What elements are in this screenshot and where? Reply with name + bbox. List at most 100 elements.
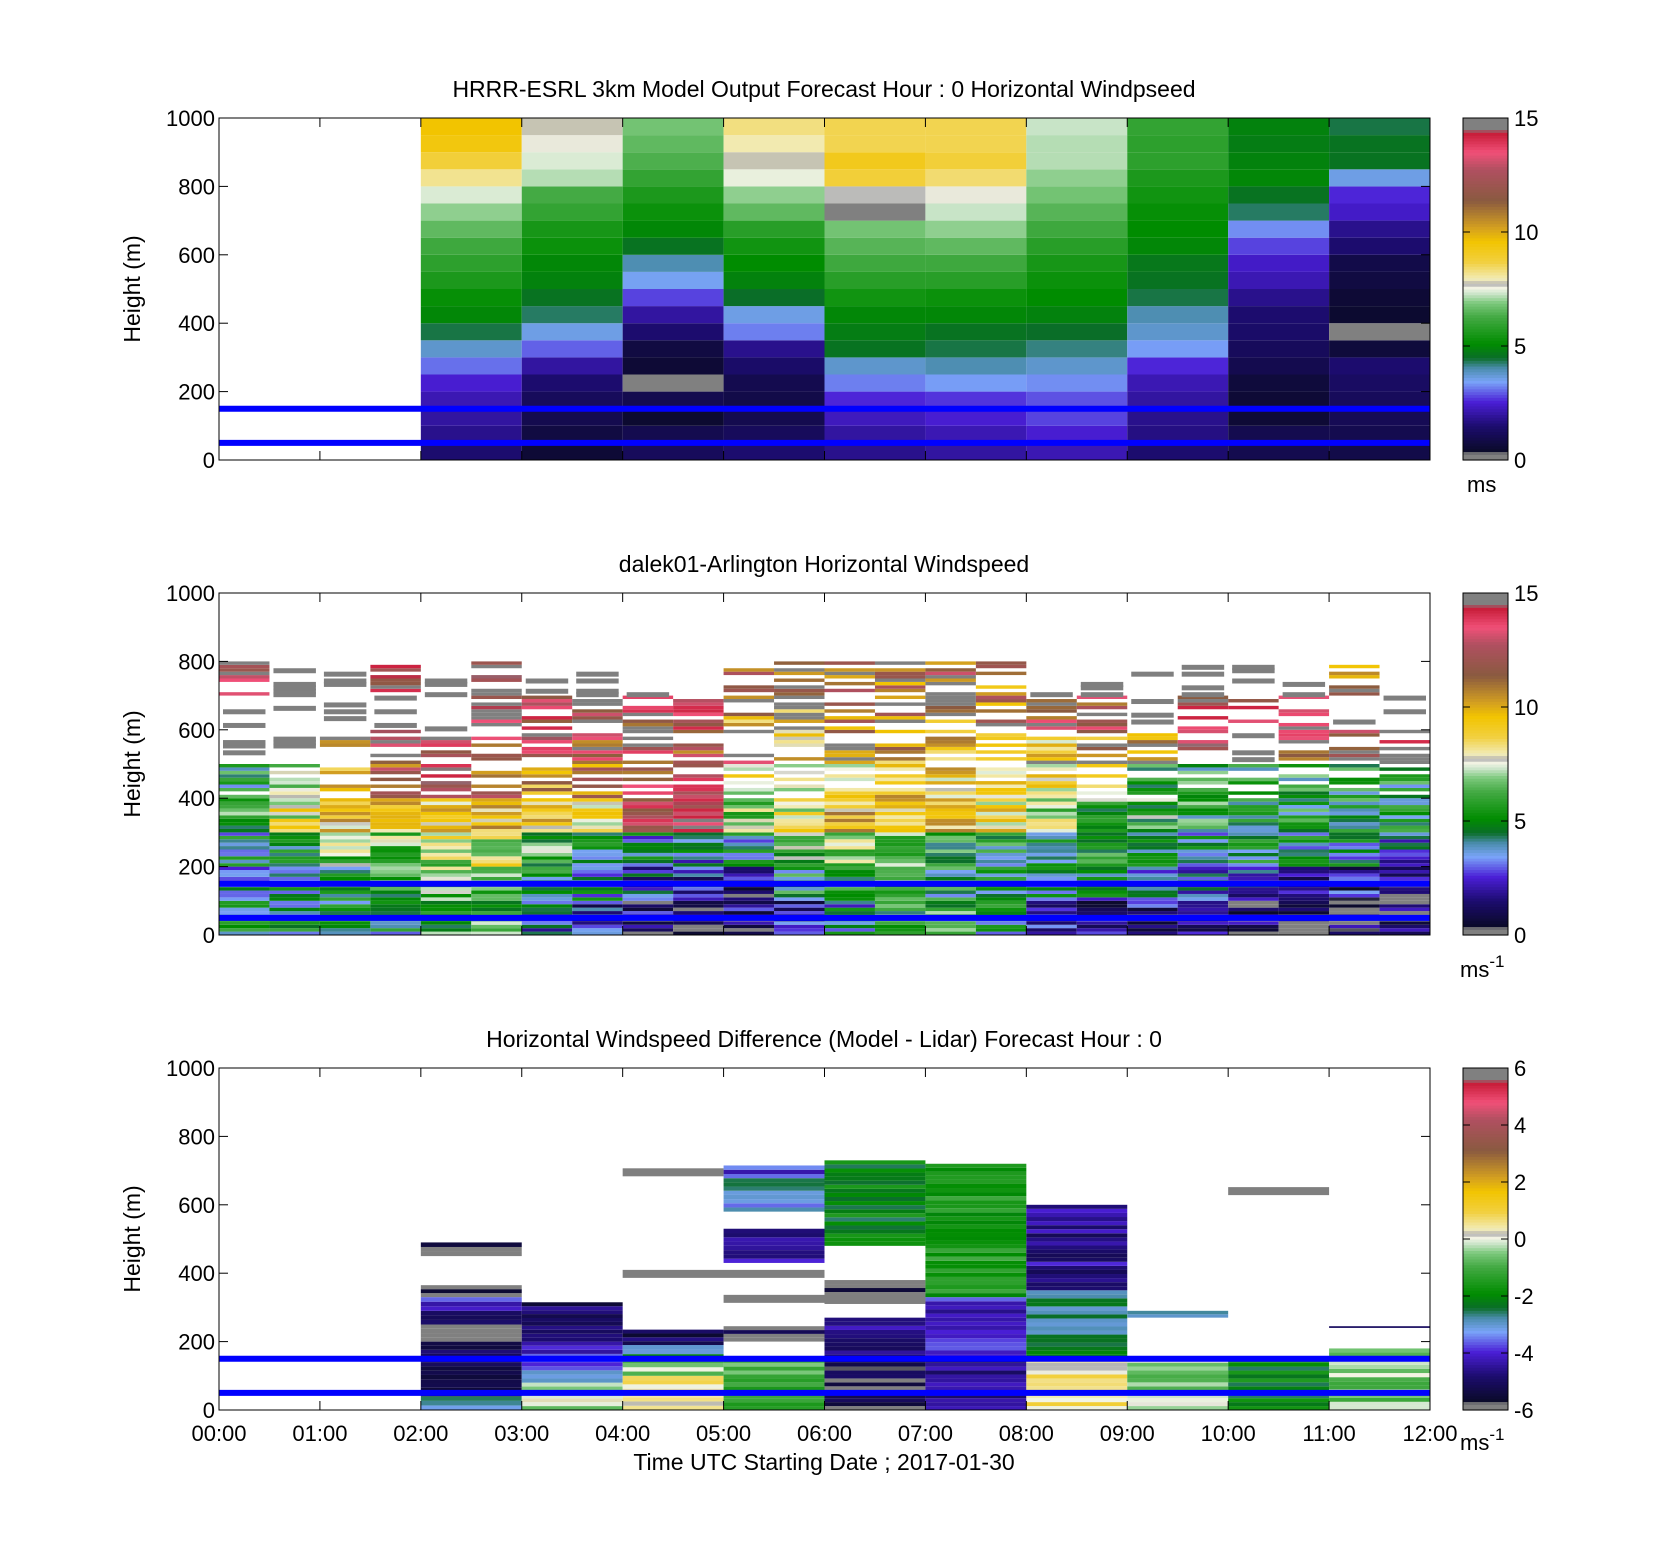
colorbar-swatch xyxy=(1463,1087,1508,1092)
colorbar-swatch xyxy=(1463,692,1508,697)
model-cell xyxy=(925,135,1027,153)
colorbar-swatch xyxy=(1463,1085,1508,1089)
colorbar-swatch xyxy=(1463,1162,1508,1166)
colorbar-swatch xyxy=(1463,271,1508,276)
colorbar-swatch xyxy=(1463,280,1508,284)
colorbar-swatch xyxy=(1463,701,1508,705)
lidar-cell xyxy=(1228,846,1279,850)
lidar-cell xyxy=(622,863,674,867)
colorbar-tick-label: 0 xyxy=(1514,448,1526,473)
lidar-cell xyxy=(1278,876,1330,881)
difference-cell xyxy=(723,1337,825,1342)
lidar-cell xyxy=(319,770,371,775)
difference-cell xyxy=(723,1370,825,1375)
lidar-cell xyxy=(1329,890,1380,894)
x-tick-label: 08:00 xyxy=(999,1421,1054,1446)
difference-cell xyxy=(1026,1398,1128,1403)
difference-cell xyxy=(622,1362,724,1368)
model-cell xyxy=(925,186,1027,204)
lidar-cell xyxy=(521,825,573,829)
model-cell xyxy=(1329,203,1430,221)
lidar-cell xyxy=(723,791,775,795)
model-cell xyxy=(824,203,926,221)
lidar-cell xyxy=(622,805,674,809)
lidar-cell xyxy=(1228,852,1279,857)
difference-cell xyxy=(1329,1401,1430,1406)
lidar-cell xyxy=(1232,757,1275,763)
lidar-cell xyxy=(723,781,775,785)
lidar-cell xyxy=(1329,832,1380,836)
lidar-cell xyxy=(673,699,724,703)
lidar-cell xyxy=(525,678,569,684)
colorbar-swatch xyxy=(1463,135,1508,139)
lidar-cell xyxy=(370,835,421,840)
lidar-cell xyxy=(219,863,270,867)
lidar-cell xyxy=(521,774,573,778)
lidar-cell xyxy=(370,839,421,843)
lidar-cell xyxy=(1278,798,1330,802)
model-cell xyxy=(1329,425,1430,443)
model-cell xyxy=(925,237,1027,255)
difference-cell xyxy=(1127,1374,1229,1379)
lidar-cell xyxy=(572,791,623,795)
model-cell xyxy=(1228,186,1330,204)
lidar-cell xyxy=(319,825,371,829)
y-tick-label: 600 xyxy=(178,1193,215,1218)
lidar-cell xyxy=(219,873,270,877)
model-cell xyxy=(723,323,825,341)
lidar-cell xyxy=(1228,893,1279,898)
lidar-cell xyxy=(370,852,421,857)
colorbar-swatch xyxy=(1463,917,1508,922)
model-cell xyxy=(1329,254,1430,272)
lidar-cell xyxy=(521,859,573,864)
lidar-cell xyxy=(723,808,775,812)
lidar-cell xyxy=(925,695,976,700)
difference-cell xyxy=(925,1183,1027,1189)
model-cell xyxy=(723,442,825,460)
lidar-cell xyxy=(219,890,270,894)
difference-cell xyxy=(1026,1382,1128,1387)
difference-cell xyxy=(1228,1394,1330,1399)
model-cell xyxy=(723,306,825,324)
model-cell xyxy=(420,254,522,272)
lidar-cell xyxy=(774,668,825,672)
lidar-cell xyxy=(1329,852,1380,857)
difference-cell xyxy=(1026,1326,1128,1331)
colorbar-swatch xyxy=(1463,371,1508,376)
colorbar-swatch xyxy=(1463,1333,1508,1337)
lidar-cell xyxy=(370,668,421,672)
difference-cell xyxy=(925,1285,1027,1290)
lidar-cell xyxy=(975,893,1027,898)
lidar-cell xyxy=(370,870,421,874)
lidar-cell xyxy=(1329,931,1380,935)
lidar-cell xyxy=(1329,873,1380,877)
lidar-cell xyxy=(925,818,976,823)
colorbar-swatch xyxy=(1463,655,1508,660)
lidar-cell xyxy=(1379,849,1430,853)
lidar-cell xyxy=(723,818,775,823)
difference-cell xyxy=(1026,1245,1128,1250)
lidar-cell xyxy=(525,688,569,694)
lidar-cell xyxy=(874,828,926,833)
lidar-cell xyxy=(319,805,371,809)
lidar-cell xyxy=(1379,839,1430,843)
lidar-cell xyxy=(273,685,316,691)
lidar-cell xyxy=(420,921,472,925)
lidar-cell xyxy=(1026,705,1077,710)
lidar-cell xyxy=(1379,921,1430,925)
lidar-cell xyxy=(824,675,875,679)
model-cell xyxy=(824,374,926,392)
difference-cell xyxy=(723,1182,825,1187)
lidar-cell xyxy=(774,870,825,874)
difference-cell xyxy=(622,1349,724,1355)
lidar-cell xyxy=(1228,705,1279,710)
lidar-cell xyxy=(824,716,875,720)
model-cell xyxy=(622,271,724,289)
lidar-cell xyxy=(622,924,674,929)
lidar-cell xyxy=(723,907,775,912)
colorbar-swatch xyxy=(1463,331,1508,336)
model-cell xyxy=(1026,442,1128,460)
difference-cell xyxy=(723,1254,825,1259)
lidar-cell xyxy=(1177,818,1229,823)
colorbar-swatch xyxy=(1463,689,1508,694)
